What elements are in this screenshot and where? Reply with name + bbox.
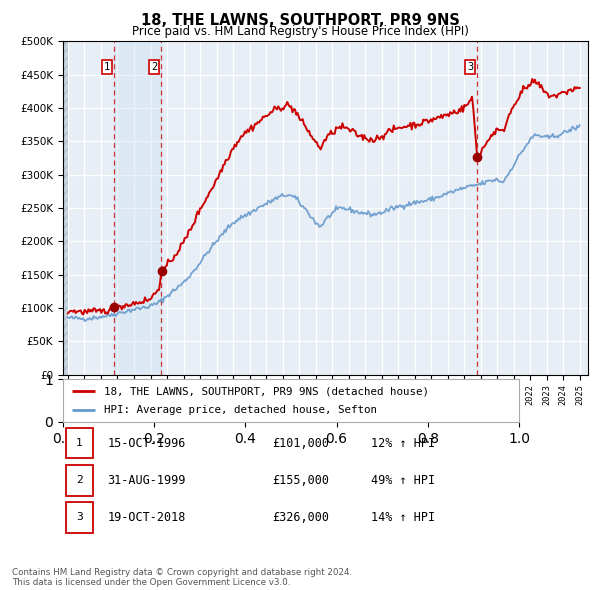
Text: 2: 2: [151, 61, 157, 71]
Text: 12% ↑ HPI: 12% ↑ HPI: [371, 437, 435, 450]
Text: 19-OCT-2018: 19-OCT-2018: [107, 511, 186, 524]
Text: 31-AUG-1999: 31-AUG-1999: [107, 474, 186, 487]
Text: HPI: Average price, detached house, Sefton: HPI: Average price, detached house, Seft…: [104, 405, 377, 415]
Polygon shape: [63, 41, 68, 375]
Text: £101,000: £101,000: [272, 437, 329, 450]
Text: £155,000: £155,000: [272, 474, 329, 487]
Text: 2: 2: [76, 476, 83, 485]
FancyBboxPatch shape: [65, 428, 93, 458]
FancyBboxPatch shape: [65, 502, 93, 533]
Text: Price paid vs. HM Land Registry's House Price Index (HPI): Price paid vs. HM Land Registry's House …: [131, 25, 469, 38]
Text: Contains HM Land Registry data © Crown copyright and database right 2024.
This d: Contains HM Land Registry data © Crown c…: [12, 568, 352, 587]
FancyBboxPatch shape: [65, 465, 93, 496]
Text: 49% ↑ HPI: 49% ↑ HPI: [371, 474, 435, 487]
Text: 1: 1: [104, 61, 110, 71]
Text: 15-OCT-1996: 15-OCT-1996: [107, 437, 186, 450]
Text: 18, THE LAWNS, SOUTHPORT, PR9 9NS: 18, THE LAWNS, SOUTHPORT, PR9 9NS: [140, 13, 460, 28]
Text: 18, THE LAWNS, SOUTHPORT, PR9 9NS (detached house): 18, THE LAWNS, SOUTHPORT, PR9 9NS (detac…: [104, 386, 429, 396]
Bar: [114, 41, 161, 375]
Text: £326,000: £326,000: [272, 511, 329, 524]
Text: 3: 3: [467, 61, 473, 71]
Text: 1: 1: [76, 438, 83, 448]
Text: 14% ↑ HPI: 14% ↑ HPI: [371, 511, 435, 524]
Text: 3: 3: [76, 513, 83, 522]
